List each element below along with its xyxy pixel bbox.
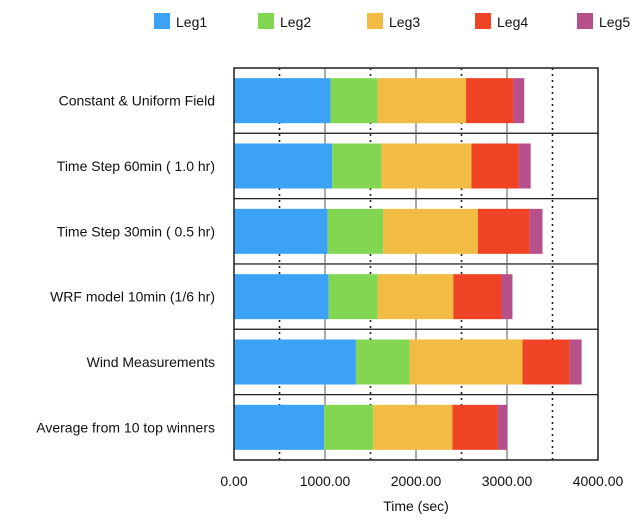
bar-leg3 [377, 78, 467, 124]
category-labels: Constant & Uniform Field Time Step 60min … [36, 93, 215, 436]
bar-leg3 [373, 404, 453, 450]
bar-leg2 [355, 339, 410, 385]
plot-frame [233, 67, 599, 461]
bar-leg1 [234, 208, 328, 254]
bar-leg1 [234, 274, 329, 320]
bar-leg5 [529, 208, 543, 254]
legend-swatch-leg5 [577, 13, 593, 29]
legend-swatch-leg4 [475, 13, 491, 29]
legend-label-leg1: Leg1 [176, 14, 207, 30]
x-tick-label: 1000.00 [300, 473, 351, 489]
legend-swatch-leg3 [367, 13, 383, 29]
bar-leg1 [234, 143, 333, 189]
x-tick-label: 0.00 [220, 473, 247, 489]
category-label: Time Step 30min ( 0.5 hr) [57, 223, 215, 239]
legend-label-leg4: Leg4 [497, 14, 528, 30]
x-tick-label: 3000.00 [482, 473, 533, 489]
category-label: Average from 10 top winners [36, 419, 215, 435]
bar-leg2 [332, 143, 382, 189]
bar-leg4 [471, 143, 519, 189]
bar-leg5 [497, 404, 507, 450]
bar-leg5 [518, 143, 531, 189]
x-tick-label: 2000.00 [391, 473, 442, 489]
bar-leg2 [328, 274, 378, 320]
bar-leg3 [377, 274, 454, 320]
bar-leg4 [477, 208, 530, 254]
legend-swatch-leg2 [258, 13, 274, 29]
legend-label-leg5: Leg5 [599, 14, 630, 30]
x-tick-label: 4000.00 [573, 473, 624, 489]
bar-leg5 [501, 274, 513, 320]
bar-leg2 [327, 208, 384, 254]
bar-leg2 [324, 404, 374, 450]
bar-leg4 [466, 78, 514, 124]
bar-leg3 [383, 208, 478, 254]
bar-leg5 [513, 78, 525, 124]
bar-leg4 [522, 339, 570, 385]
legend-label-leg2: Leg2 [280, 14, 311, 30]
plot-border [233, 67, 599, 461]
bar-leg5 [569, 339, 582, 385]
legend-swatch-leg1 [154, 13, 170, 29]
bar-leg3 [409, 339, 523, 385]
bar-leg1 [234, 78, 331, 124]
category-label: Constant & Uniform Field [59, 93, 215, 109]
bar-leg1 [234, 404, 325, 450]
bar-leg4 [453, 274, 502, 320]
x-axis-title: Time (sec) [383, 498, 449, 514]
bar-leg4 [452, 404, 498, 450]
bars [234, 78, 582, 450]
bar-leg1 [234, 339, 356, 385]
legend-label-leg3: Leg3 [389, 14, 420, 30]
category-label: Wind Measurements [87, 354, 215, 370]
x-tick-labels: 0.00 1000.00 2000.00 3000.00 4000.00 [220, 473, 623, 489]
category-label: WRF model 10min (1/6 hr) [50, 289, 215, 305]
grid-lines [278, 68, 554, 460]
legend: Leg1 Leg2 Leg3 Leg4 Leg5 [154, 13, 630, 30]
bar-leg3 [381, 143, 472, 189]
category-label: Time Step 60min ( 1.0 hr) [57, 158, 215, 174]
bar-leg2 [330, 78, 378, 124]
